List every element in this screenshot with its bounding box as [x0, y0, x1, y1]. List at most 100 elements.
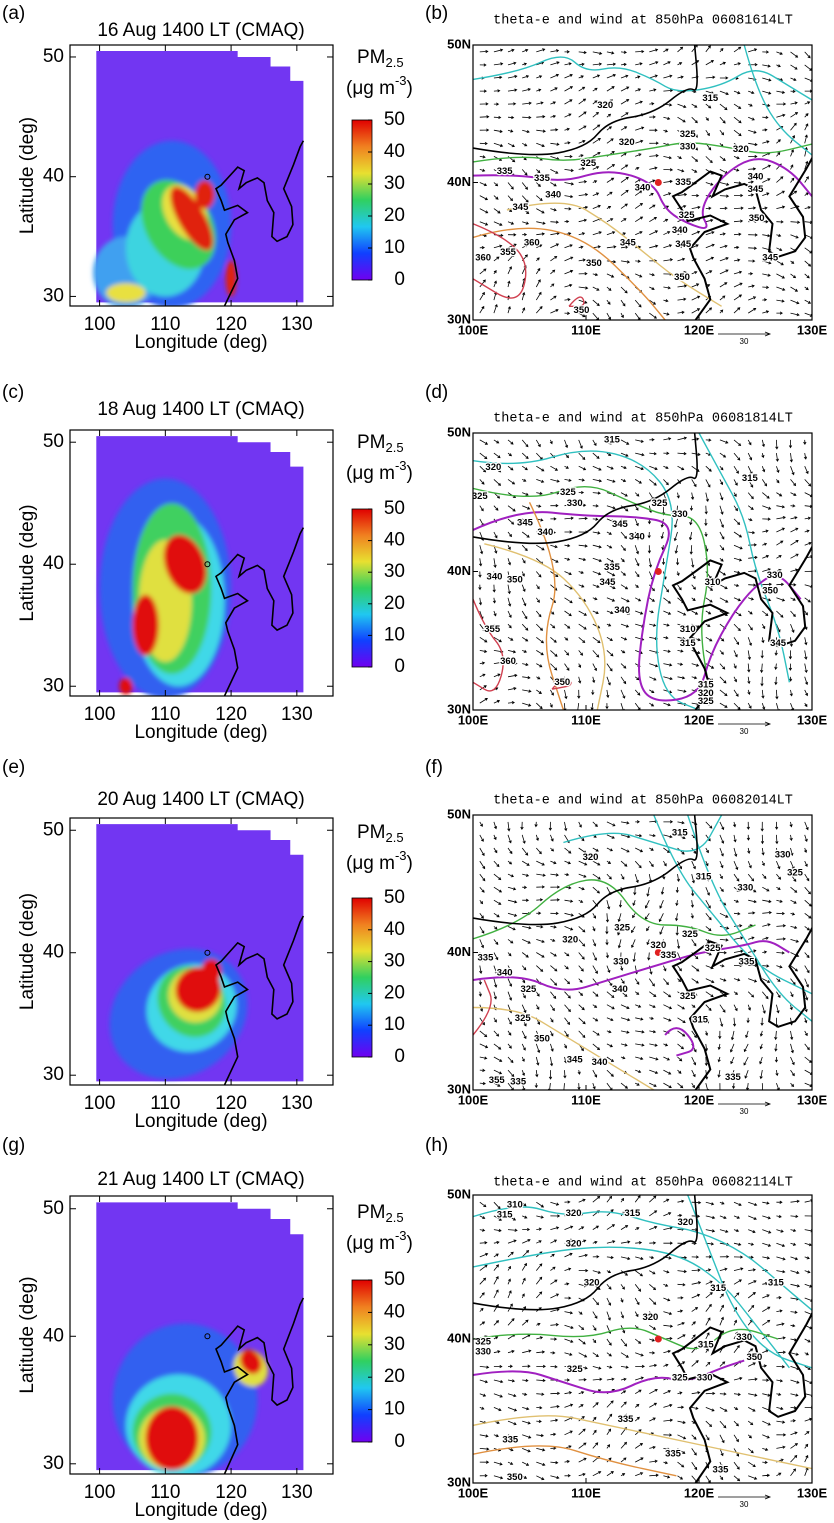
contour-label: 315: [680, 638, 697, 649]
pm-plume: [163, 534, 207, 594]
theta-e-contour: [506, 202, 722, 307]
contour-label: 340: [545, 189, 561, 200]
x-tick-label: 120E: [684, 1485, 715, 1500]
contour-label: 315: [768, 1277, 785, 1288]
contour-label: 350: [749, 213, 765, 224]
colorbar-unit-main: (μg m: [346, 78, 395, 99]
panel-title: 21 Aug 1400 LT (CMAQ): [97, 1169, 304, 1190]
colorbar-unit: (μg m-3): [346, 1228, 413, 1254]
contour-label: 360: [500, 656, 516, 667]
pm-plume: [119, 677, 133, 695]
theta-e-contour: [473, 1206, 812, 1311]
contour-label: 325: [614, 922, 631, 933]
contour-label: 325: [472, 491, 489, 502]
reference-vector: [718, 1494, 772, 1500]
x-tick-label: 110: [150, 1093, 180, 1114]
panel-label: (h): [425, 1135, 448, 1156]
y-tick-label: 30: [43, 1453, 64, 1474]
contour-label: 355: [489, 1075, 506, 1086]
y-tick-label: 40N: [447, 563, 471, 578]
colorbar-unit-main: (μg m: [346, 853, 395, 874]
colorbar-tick-label: 0: [394, 1046, 405, 1067]
contour-label: 335: [661, 950, 678, 961]
contour-label: 310: [680, 624, 696, 635]
theta-e-contour: [473, 223, 527, 299]
x-tick-label: 130: [281, 704, 313, 725]
theta-e-contour: [653, 815, 812, 995]
x-tick-label: 100: [84, 1482, 116, 1503]
colorbar-label: PM2.5: [357, 1202, 404, 1225]
x-axis-label: Longitude (deg): [134, 332, 267, 353]
colorbar-unit-end: ): [407, 853, 413, 874]
colorbar-tick-label: 0: [394, 269, 405, 290]
colorbar-label-main: PM: [357, 1202, 386, 1223]
contour-label: 315: [698, 680, 715, 691]
x-tick-label: 100E: [458, 1485, 489, 1500]
pm-map: [70, 1196, 333, 1474]
contour-label: 325: [705, 943, 722, 954]
colorbar-tick-label: 30: [384, 561, 405, 582]
contour-label: 315: [672, 827, 689, 838]
theta-e-contour: [473, 511, 802, 702]
reference-vector-label: 30: [740, 337, 749, 346]
panel-label: (b): [425, 3, 448, 24]
x-tick-label: 110E: [571, 322, 601, 337]
map-frame: [69, 44, 334, 307]
contour-label: 345: [770, 638, 787, 649]
contour-label: 320: [733, 144, 749, 155]
y-axis-label: Latitude (deg): [17, 893, 38, 1010]
pm-plume: [194, 180, 215, 210]
pm-map: [70, 818, 333, 1085]
contour-label: 325: [515, 1013, 532, 1024]
theta-e-contour: [664, 1027, 695, 1057]
contour-label: 350: [507, 1472, 523, 1483]
colorbar-label-main: PM: [357, 432, 386, 453]
contour-label: 335: [665, 1449, 682, 1460]
contour-label: 315: [710, 1283, 727, 1294]
contour-label: 315: [742, 473, 759, 484]
x-axis-label: Longitude (deg): [134, 1111, 267, 1132]
x-tick-label: 120: [215, 1093, 247, 1114]
contour-label: 350: [574, 305, 590, 316]
colorbar-unit-sup: -3: [395, 848, 407, 863]
contour-label: 350: [674, 272, 690, 283]
coastline: [671, 156, 812, 320]
theta-e-contour: [698, 433, 791, 683]
colorbar-tick-label: 20: [384, 593, 405, 614]
contour-label: 340: [592, 1057, 608, 1068]
x-tick-label: 110E: [571, 1485, 601, 1500]
theta-e-contour: [473, 598, 504, 692]
contour-label: 330: [475, 1346, 491, 1357]
contour-label: 340: [487, 572, 503, 583]
contour-label: 315: [624, 1208, 641, 1219]
city-marker: [204, 1333, 211, 1340]
contour-label: 345: [517, 518, 534, 529]
panel-title: theta-e and wind at 850hPa 06081814LT: [493, 412, 793, 427]
colorbar-tick-label: 10: [384, 1399, 405, 1420]
contour-label: 325: [520, 984, 537, 995]
panel-label: (e): [2, 757, 25, 778]
city-marker: [204, 561, 211, 568]
contour-label: 320: [698, 688, 714, 699]
panel-label: (g): [2, 1135, 25, 1156]
colorbar-unit-main: (μg m: [346, 463, 395, 484]
wind-arrows: [478, 436, 812, 710]
contour-label: 345: [600, 577, 617, 588]
colorbar-label-sub: 2.5: [386, 440, 404, 455]
colorbar-tick-label: 20: [384, 1366, 405, 1387]
y-tick-label: 50N: [447, 424, 471, 439]
contour-label: 340: [672, 225, 688, 236]
pm-plume: [145, 1406, 199, 1471]
pm-field: [93, 140, 237, 306]
contour-label: 320: [642, 1312, 658, 1323]
theta-e-contour: [473, 1006, 655, 1090]
x-tick-label: 100: [84, 314, 116, 335]
x-tick-label: 120E: [684, 322, 715, 337]
reference-vector-label: 30: [740, 727, 749, 736]
contour-label: 315: [702, 93, 719, 104]
beijing-marker: [654, 179, 662, 186]
x-tick-label: 110: [150, 314, 180, 335]
contour-label: 335: [604, 562, 621, 573]
coastline: [671, 1311, 812, 1483]
